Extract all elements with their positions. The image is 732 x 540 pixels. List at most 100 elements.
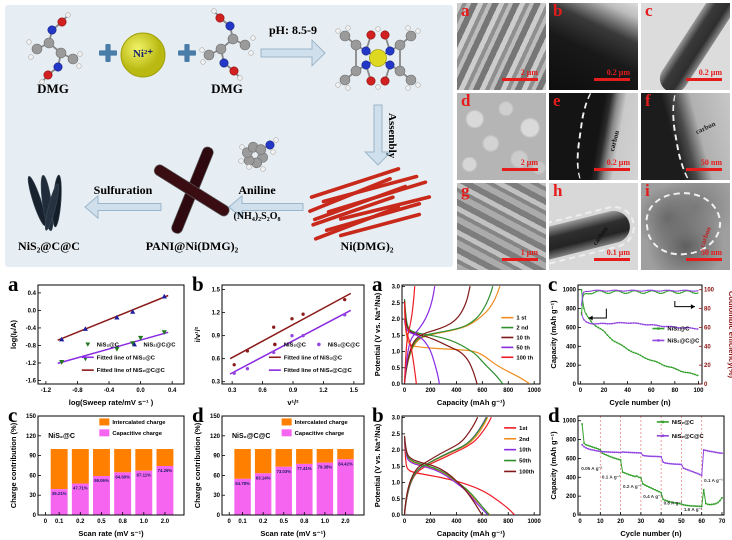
label-pani-ni-dmg2: PANI@Ni(DMG)₂ [145, 239, 239, 253]
panel-b-gcd-nis2cc-chart: b 0 200 400 600 800 1000 0.0 0.5 1.0 1.5 2.0 2.5 3.0 C… [372, 403, 548, 539]
svg-text:50th: 50th [519, 459, 531, 465]
svg-text:60: 60 [29, 473, 36, 479]
svg-text:0.8: 0.8 [118, 519, 127, 525]
svg-text:120: 120 [210, 434, 221, 440]
scale-bar [502, 258, 538, 261]
label-dmg-1: DMG [37, 81, 69, 96]
svg-text:67.11%: 67.11% [137, 473, 152, 478]
svg-text:800: 800 [566, 307, 577, 313]
svg-text:50 th: 50 th [516, 345, 530, 351]
svg-text:90: 90 [29, 454, 36, 460]
synthesis-scheme: DMG Ni²⁺ DMG pH: 8.5-9 Assembly Ni(DMG)₂… [5, 5, 455, 269]
micrograph-f: f 50 nm carbon [641, 93, 730, 180]
scale-bar [594, 258, 630, 261]
svg-text:30: 30 [638, 519, 645, 525]
carbon-annotation: carbon [697, 226, 713, 249]
panel-c-capacitive-nis2c-chart: c 39.21% 47.71% 59.06% 64.60% 67.11% 74.26% 0 0.… [8, 403, 192, 539]
svg-text:150: 150 [26, 414, 37, 420]
svg-text:3.0: 3.0 [392, 416, 401, 422]
svg-text:600: 600 [477, 519, 488, 525]
svg-text:64.60%: 64.60% [115, 474, 130, 479]
micrograph-e: e 0.2 μm carbon [549, 93, 638, 180]
svg-text:Charge contribution (%): Charge contribution (%) [9, 422, 18, 508]
svg-text:-1.2: -1.2 [41, 388, 52, 394]
micrograph-i: i 50 nm carbon [641, 183, 730, 270]
svg-text:NiS₂@C@C: NiS₂@C@C [328, 342, 361, 348]
svg-text:200: 200 [566, 494, 577, 500]
nickel-ion [120, 32, 166, 78]
micrograph-c: c 0.2 μm [641, 3, 730, 90]
svg-text:3.0: 3.0 [392, 285, 401, 291]
scale-bar-label: 0.2 μm [606, 68, 630, 77]
scale-bar [686, 78, 722, 81]
svg-text:0.1: 0.1 [55, 519, 64, 525]
micrograph-letter: e [553, 93, 561, 110]
svg-text:Capacity (mAh g⁻¹): Capacity (mAh g⁻¹) [437, 398, 506, 407]
panel-c-cycling-chart: c 0 20 40 60 80 100 0 200 400 600 800 1000 0 20 40 60 80 1… [548, 272, 732, 408]
svg-text:59.06%: 59.06% [94, 478, 109, 483]
micrograph-letter: a [461, 3, 470, 20]
svg-text:Capacity (mAh g⁻¹): Capacity (mAh g⁻¹) [549, 431, 558, 500]
micrograph-letter: d [461, 93, 471, 110]
label-ni-dmg2: Ni(DMG)₂ [340, 239, 394, 253]
svg-text:2 nd: 2 nd [516, 326, 528, 332]
label-aps-reagent: (NH₄)₂S₂O₈ [233, 211, 281, 222]
plus-icon [178, 44, 196, 62]
panel-a-kinetics-chart: a -1.2 -0.8 -0.4 0.0 0.4 0.4 0.0 -0.4 -0.8 -1.2 -1.… [8, 272, 192, 408]
svg-text:log(Sweep rate/mV s⁻¹ ): log(Sweep rate/mV s⁻¹ ) [69, 398, 154, 407]
svg-text:0.4 A g⁻¹: 0.4 A g⁻¹ [643, 494, 662, 499]
svg-text:Potential (V vs. Na⁺/Na): Potential (V vs. Na⁺/Na) [373, 292, 382, 376]
reaction-arrow-icon [260, 39, 326, 67]
label-ni-ion: Ni²⁺ [132, 48, 154, 60]
svg-text:log(Iₚ/A): log(Iₚ/A) [9, 319, 18, 349]
svg-text:Intercalated charge: Intercalated charge [112, 420, 166, 426]
aniline-molecule [238, 137, 279, 172]
carbon-annotation: carbon [591, 224, 610, 247]
svg-text:40: 40 [704, 344, 711, 350]
svg-text:Capacity (mAh g⁻¹): Capacity (mAh g⁻¹) [437, 529, 506, 538]
svg-text:NiS₂@C@C: NiS₂@C@C [667, 338, 700, 344]
micrograph-d: d 2 μm [457, 93, 546, 180]
svg-text:10: 10 [597, 519, 604, 525]
svg-text:1.0: 1.0 [392, 481, 401, 487]
svg-text:0.1: 0.1 [238, 519, 247, 525]
svg-text:Scan rate (mV s⁻¹): Scan rate (mV s⁻¹) [78, 529, 144, 538]
svg-text:-0.4: -0.4 [104, 388, 115, 394]
svg-text:84.42%: 84.42% [338, 461, 353, 466]
svg-text:77.41%: 77.41% [297, 466, 312, 471]
label-dmg-2: DMG [211, 81, 243, 96]
svg-text:800: 800 [503, 388, 514, 394]
micrograph-b: b 0.2 μm [549, 3, 638, 90]
panel-letter: c [8, 403, 18, 427]
micrograph-g: g 1 μm [457, 183, 546, 270]
svg-text:600: 600 [477, 388, 488, 394]
svg-text:0.8 A g⁻¹: 0.8 A g⁻¹ [664, 500, 683, 505]
svg-text:30: 30 [213, 493, 220, 499]
svg-text:39.21%: 39.21% [52, 491, 67, 496]
svg-text:47.71%: 47.71% [73, 486, 88, 491]
svg-text:74.26%: 74.26% [158, 468, 173, 473]
chart-svg-a2: 0 200 400 600 800 1000 0.0 0.5 1.0 1.5 2.0 2.5 3.0 Ca… [373, 284, 542, 407]
scale-bar-label: 0.2 μm [698, 68, 722, 77]
svg-text:0.0: 0.0 [392, 513, 401, 519]
svg-text:1000: 1000 [527, 519, 541, 525]
svg-text:v¹/²: v¹/² [287, 398, 299, 407]
svg-text:1.5: 1.5 [350, 388, 359, 394]
chart-svg-d1: 54.78% 63.14% 73.03% 77.41% 79.38% 84.42% 0 0.1… [193, 414, 365, 538]
svg-text:0: 0 [578, 519, 582, 525]
svg-text:40: 40 [624, 388, 631, 394]
svg-text:NiS₂@C: NiS₂@C [97, 342, 120, 348]
svg-text:200: 200 [425, 388, 436, 394]
svg-text:73.03%: 73.03% [276, 469, 291, 474]
svg-text:0.5: 0.5 [392, 497, 401, 503]
svg-text:1.6 A g⁻¹: 1.6 A g⁻¹ [684, 507, 703, 512]
svg-text:1.0: 1.0 [140, 519, 149, 525]
svg-text:0: 0 [403, 519, 407, 525]
ni-dmg2-complex-molecule [335, 25, 421, 91]
svg-text:150: 150 [210, 414, 221, 420]
svg-text:0: 0 [403, 388, 407, 394]
label-ph-condition: pH: 8.5-9 [269, 23, 317, 37]
svg-text:-1.2: -1.2 [26, 361, 37, 367]
micrograph-h: h 0.1 μm carbon [549, 183, 638, 270]
svg-text:600: 600 [566, 456, 577, 462]
